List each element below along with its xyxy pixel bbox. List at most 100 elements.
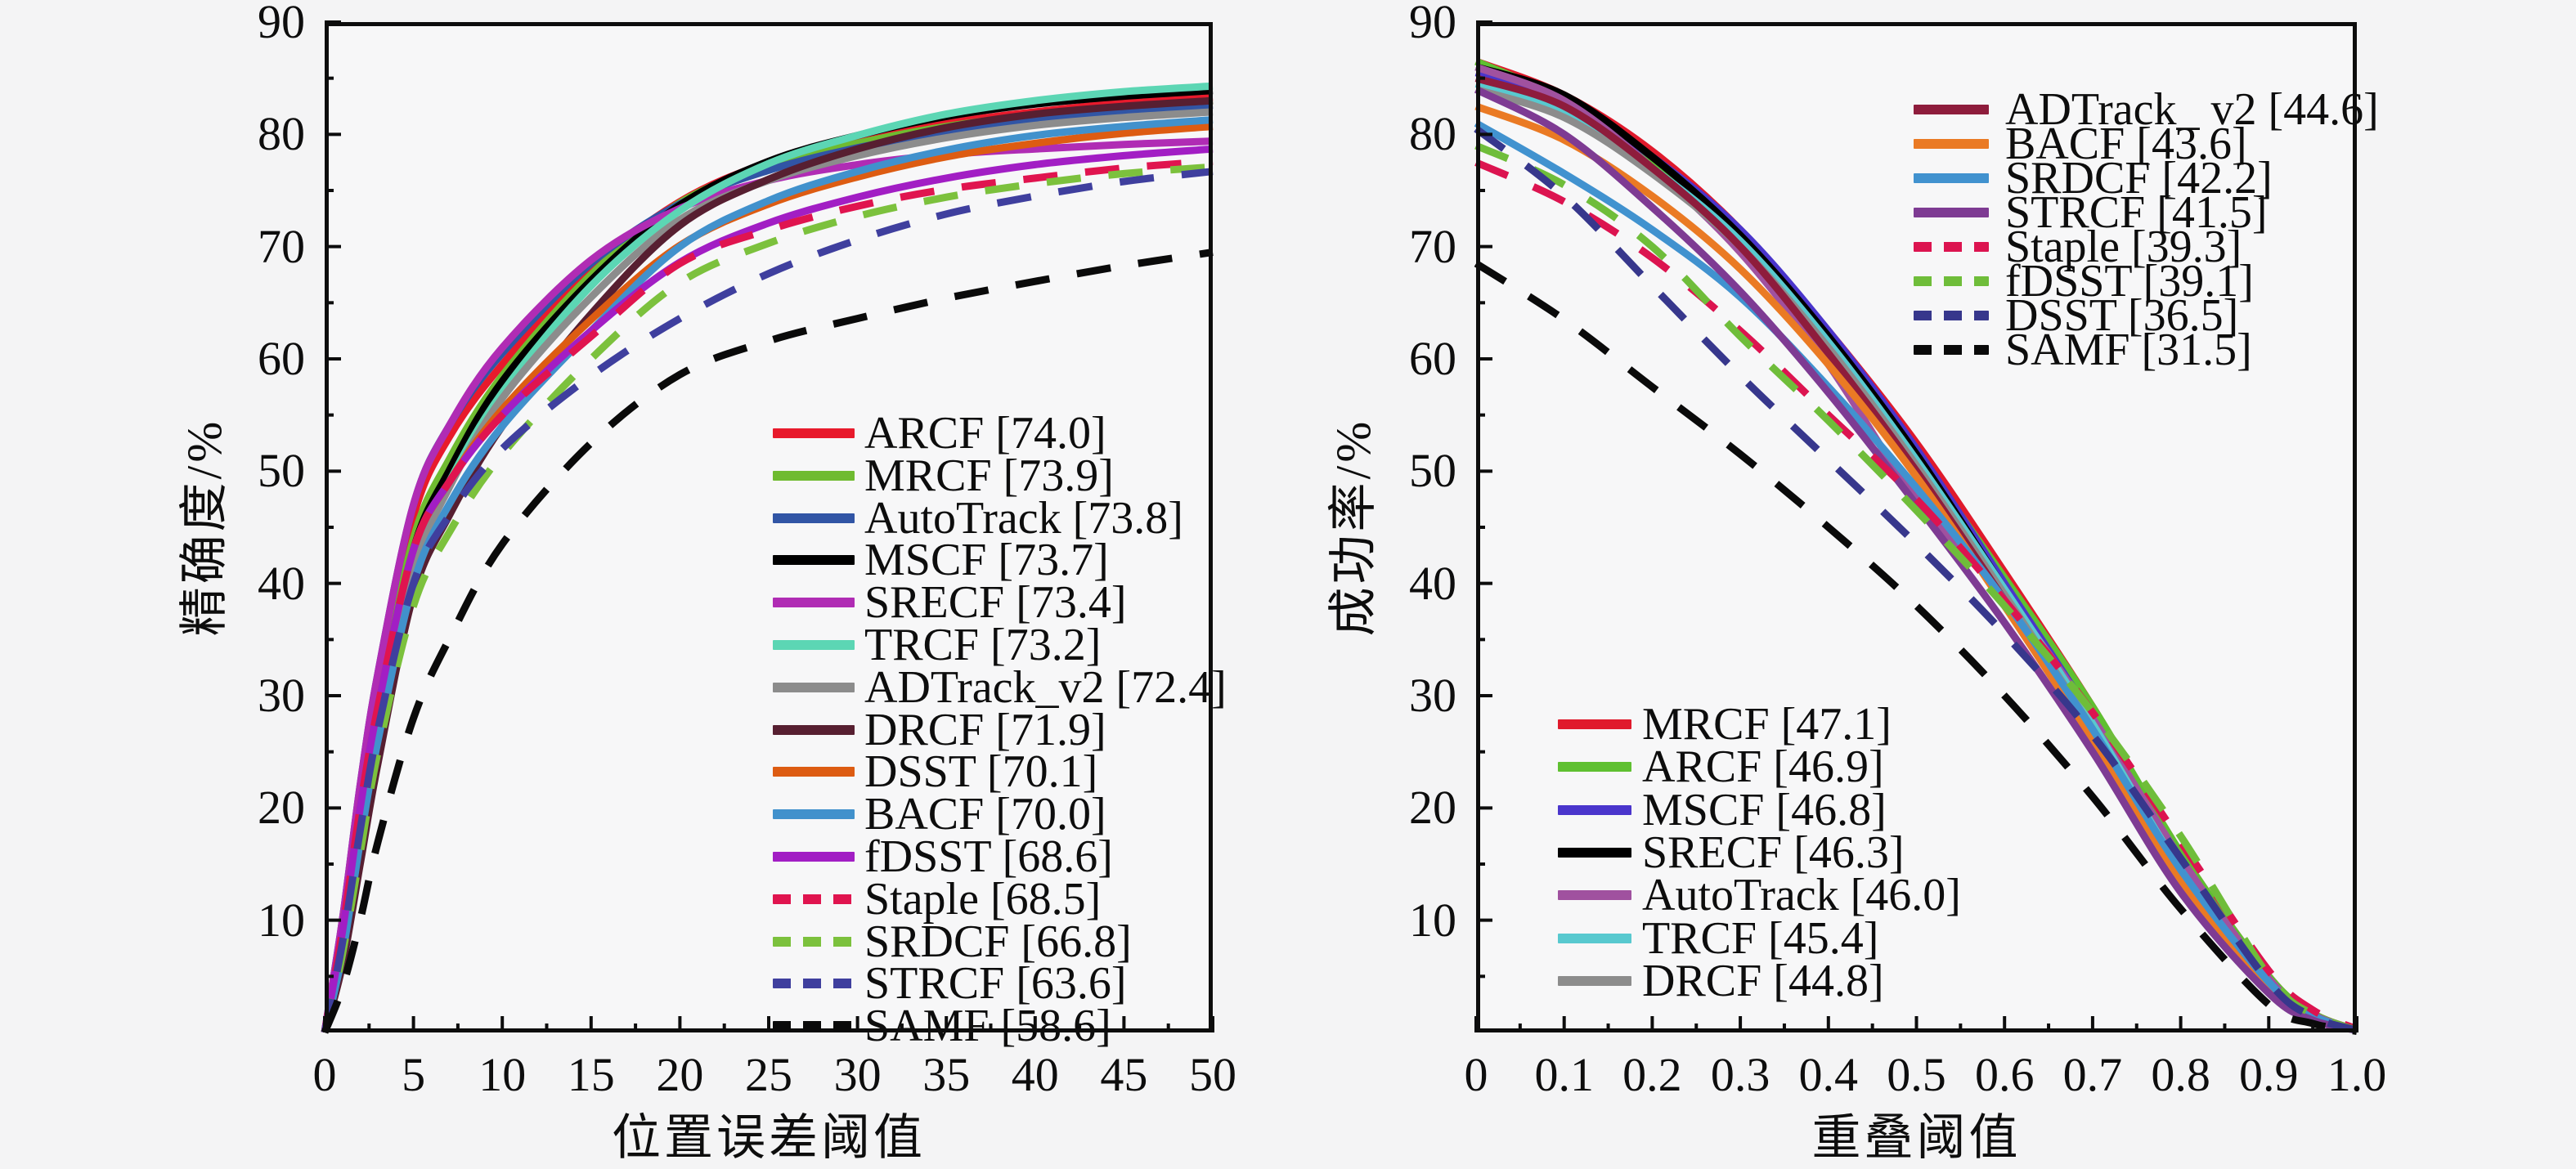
plot-frame: [1476, 22, 2357, 1032]
legend-label-SRECF: SRECF [46.3]: [1642, 826, 1905, 878]
y-tick-label-20: 20: [258, 781, 305, 835]
precision-x-axis-label: 位置误差阈值: [612, 1111, 926, 1165]
legend-swatch-SRECF: [1558, 847, 1631, 858]
legend-label-TRCF: TRCF [45.4]: [1642, 912, 1879, 964]
x-tick-label-0.5: 0.5: [1887, 1048, 1946, 1101]
success-y-axis-label: 成功率/%: [1326, 418, 1380, 637]
legend-label-SRDCF: SRDCF [66.8]: [864, 916, 1132, 967]
legend-label-BACF: BACF [70.0]: [864, 789, 1106, 840]
y-tick-label-80: 80: [1409, 107, 1456, 161]
x-tick-label-5: 5: [402, 1048, 426, 1101]
legend-swatch-SAMF: [1914, 345, 1989, 355]
x-tick-label-40: 40: [1011, 1048, 1059, 1101]
legend-label-SAMF: SAMF [58.6]: [864, 1001, 1111, 1052]
legend-label-ARCF: ARCF [46.9]: [1642, 741, 1884, 793]
y-tick-label-90: 90: [258, 0, 305, 48]
legend-swatch-fDSST: [773, 852, 855, 862]
precision-plot-canvas: [321, 20, 1214, 1034]
legend-label-STRCF: STRCF [41.5]: [2005, 187, 2268, 238]
curve-STRCF: [321, 168, 1214, 1033]
y-tick-label-60: 60: [1409, 332, 1456, 385]
legend-label-BACF: BACF [43.6]: [2005, 119, 2247, 169]
legend-swatch-TRCF: [1558, 933, 1631, 943]
legend-label-ARCF: ARCF [74.0]: [864, 408, 1106, 459]
x-tick-label-0.8: 0.8: [2151, 1048, 2210, 1101]
legend-label-ADTrack_v2: ADTrack_ v2 [44.6]: [2005, 84, 2379, 135]
legend-label-DSST: DSST [70.1]: [864, 746, 1098, 798]
y-tick-label-60: 60: [258, 332, 305, 385]
legend-swatch-DSST: [1914, 311, 1989, 320]
legend-swatch-Staple: [1914, 242, 1989, 252]
legend-swatch-STRCF: [773, 979, 855, 989]
curve-fDSST: [321, 145, 1214, 1033]
legend-label-DRCF: DRCF [44.8]: [1642, 955, 1884, 1006]
legend-label-AutoTrack: AutoTrack [73.8]: [864, 492, 1183, 544]
x-tick-label-25: 25: [745, 1048, 792, 1101]
x-tick-label-0: 0: [1464, 1048, 1488, 1101]
y-tick-label-90: 90: [1409, 0, 1456, 48]
legend-label-TRCF: TRCF [73.2]: [864, 620, 1102, 670]
legend-swatch-SRECF: [773, 598, 855, 608]
legend-label-DSST: DSST [36.5]: [2005, 290, 2239, 341]
legend-label-fDSST: fDSST [39.1]: [2005, 256, 2254, 307]
legend-label-Staple: Staple [39.3]: [2005, 222, 2242, 272]
x-tick-label-1.0: 1.0: [2327, 1048, 2387, 1101]
curve-Staple: [321, 157, 1214, 1033]
x-tick-label-45: 45: [1100, 1048, 1148, 1101]
y-tick-label-40: 40: [258, 556, 305, 610]
x-tick-label-0.6: 0.6: [1974, 1048, 2035, 1101]
y-tick-label-40: 40: [1409, 556, 1456, 610]
curve-Staple: [1474, 159, 2358, 1033]
legend-label-MRCF: MRCF [47.1]: [1642, 699, 1892, 750]
legend-label-DRCF: DRCF [71.9]: [864, 704, 1106, 755]
legend-label-MRCF: MRCF [73.9]: [864, 450, 1114, 501]
plot-frame: [325, 22, 1213, 1032]
legend-label-SRECF: SRECF [73.4]: [864, 577, 1127, 629]
legend-swatch-DRCF: [1558, 975, 1631, 986]
legend-swatch-BACF: [1914, 139, 1989, 149]
x-tick-label-0.7: 0.7: [2062, 1048, 2123, 1101]
legend-swatch-ADTrack_v2: [1914, 105, 1989, 114]
curve-SAMF: [1474, 260, 2358, 1036]
legend-swatch-Staple: [773, 894, 855, 904]
x-tick-label-0: 0: [312, 1048, 337, 1101]
legend-swatch-SRDCF: [1914, 173, 1989, 183]
legend-label-SRDCF: SRDCF [42.2]: [2005, 153, 2273, 204]
x-tick-label-50: 50: [1189, 1048, 1236, 1101]
legend-swatch-fDSST: [1914, 276, 1989, 286]
y-tick-label-70: 70: [1409, 219, 1456, 273]
legend-swatch-MRCF: [773, 470, 855, 481]
y-tick-label-10: 10: [258, 893, 305, 947]
x-tick-label-0.2: 0.2: [1622, 1048, 1682, 1101]
y-tick-label-50: 50: [1409, 444, 1456, 498]
y-tick-label-20: 20: [1409, 781, 1456, 835]
x-tick-label-10: 10: [478, 1048, 527, 1101]
x-tick-label-0.9: 0.9: [2239, 1048, 2299, 1101]
legend-label-MSCF: MSCF [46.8]: [1642, 784, 1887, 835]
x-tick-label-15: 15: [567, 1048, 615, 1101]
legend-label-ADTrack_v2: ADTrack_v2 [72.4]: [864, 661, 1227, 713]
curve-DSST: [1474, 125, 2358, 1034]
legend-label-Staple: Staple [68.5]: [864, 873, 1102, 925]
legend-swatch-TRCF: [773, 640, 855, 650]
legend-swatch-SAMF: [773, 1021, 855, 1032]
y-tick-label-10: 10: [1409, 893, 1456, 947]
legend-swatch-DRCF: [773, 724, 855, 735]
legend-label-SAMF: SAMF [31.5]: [2005, 325, 2252, 375]
legend-swatch-MRCF: [1558, 719, 1631, 729]
legend-label-fDSST: fDSST [68.6]: [864, 831, 1113, 882]
x-tick-label-0.3: 0.3: [1710, 1048, 1770, 1101]
legend-label-STRCF: STRCF [63.6]: [864, 958, 1127, 1010]
legend-swatch-BACF: [773, 809, 855, 820]
legend-swatch-ARCF: [1558, 762, 1631, 773]
legend-swatch-MSCF: [773, 555, 855, 566]
success-plot-canvas: [1474, 20, 2358, 1036]
x-tick-label-20: 20: [656, 1048, 704, 1101]
legend-swatch-ADTrack_v2: [773, 682, 855, 692]
legend-swatch-DSST: [773, 767, 855, 777]
legend-swatch-STRCF: [1914, 208, 1989, 217]
y-tick-label-80: 80: [258, 107, 305, 161]
y-tick-label-30: 30: [1409, 669, 1456, 722]
